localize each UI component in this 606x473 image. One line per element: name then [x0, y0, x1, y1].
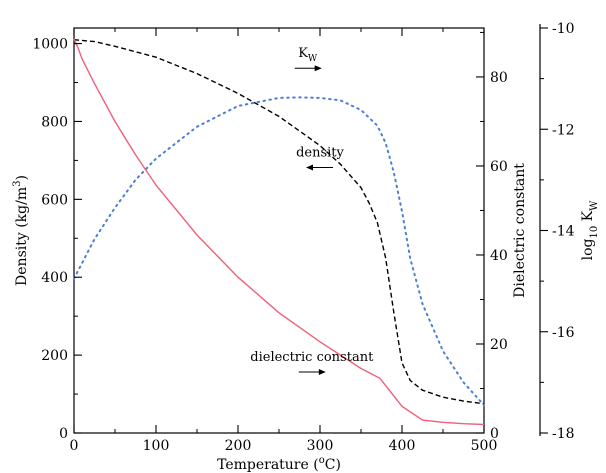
density-axis-title-end: ) — [14, 175, 30, 180]
logkw-tick-label: -12 — [552, 122, 575, 138]
logkw-axis-title-sub1: 10 — [589, 226, 600, 239]
density-tick-label: 800 — [41, 114, 68, 130]
x-tick-label: 200 — [225, 438, 252, 454]
series-group — [73, 38, 485, 426]
annotation-label-sub: W — [308, 54, 318, 64]
dielectric-series-line — [73, 38, 485, 426]
dielectric-tick-label: 20 — [490, 337, 508, 353]
x-axis-title: Temperature (oC) — [217, 455, 341, 473]
density-tick-label: 600 — [41, 192, 68, 208]
annotation-label-text: dielectric constant — [250, 350, 374, 365]
density-axis-title-main: Density (kg/m — [14, 187, 30, 286]
x-tick-label: 400 — [389, 438, 416, 454]
x-tick-label: 300 — [307, 438, 334, 454]
plot-frame — [73, 27, 485, 434]
logkw-tick-label: -10 — [552, 21, 575, 37]
logkw-axis-title-sub2: W — [589, 200, 600, 211]
annotation-label: KW — [298, 46, 318, 64]
dielectric-tick-label: 40 — [490, 248, 508, 264]
dielectric-tick-label: 0 — [490, 426, 499, 442]
dielectric-tick-label: 60 — [490, 159, 508, 175]
plot-frame-group — [73, 27, 485, 434]
logkw-tick-label: -14 — [552, 224, 575, 240]
x-axis-title-main: Temperature ( — [217, 457, 319, 473]
logkw-axis-title: log10 KW — [580, 200, 600, 261]
annotation-arrow-head — [314, 65, 322, 72]
density-tick-label: 400 — [41, 270, 68, 286]
logkw-series-line — [73, 96, 485, 407]
annotation-label-text: density — [296, 146, 344, 161]
x-tick-label: 0 — [70, 438, 79, 454]
annotation-label: dielectric constant — [250, 350, 374, 365]
annotation-arrow-head — [306, 164, 313, 171]
annotation-label: density — [296, 146, 344, 161]
logkw-axis-title-mid: K — [580, 210, 596, 225]
logkw-axis-title-main: log — [580, 239, 596, 261]
dielectric-tick-label: 80 — [490, 70, 508, 86]
x-axis-title-end: C) — [325, 457, 341, 473]
density-series-line — [73, 39, 485, 405]
density-axis-title-sup: 3 — [12, 181, 23, 187]
density-axis-title: Density (kg/m3) — [12, 175, 30, 286]
density-tick-label: 0 — [59, 426, 68, 442]
logkw-tick-label: -16 — [552, 325, 575, 341]
density-tick-label: 1000 — [32, 37, 68, 53]
logkw-tick-label: -18 — [552, 426, 575, 442]
x-axis-title-sup: o — [319, 455, 325, 466]
annotation-label-text: K — [298, 46, 308, 61]
density-tick-label: 200 — [41, 348, 68, 364]
x-tick-label: 100 — [143, 438, 170, 454]
x-tick-label: 500 — [471, 438, 498, 454]
dielectric-axis-title: Dielectric constant — [512, 163, 528, 298]
annotation-arrow-head — [318, 368, 326, 375]
